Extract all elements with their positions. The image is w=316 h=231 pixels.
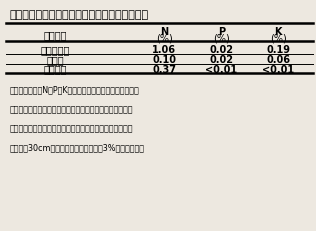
Text: 地下30cmまでの土壌の乾燥重量の3%を添加した。: 地下30cmまでの土壌の乾燥重量の3%を添加した。 xyxy=(9,142,144,151)
Text: K: K xyxy=(274,27,282,37)
Text: バガス炭: バガス炭 xyxy=(44,64,67,74)
Text: <0.01: <0.01 xyxy=(262,64,294,74)
Text: 消化液: 消化液 xyxy=(46,55,64,65)
Text: (%): (%) xyxy=(156,33,173,43)
Text: 0.19: 0.19 xyxy=(266,45,290,55)
Text: 0.06: 0.06 xyxy=(266,55,290,65)
Text: <0.01: <0.01 xyxy=(205,64,237,74)
Text: (%): (%) xyxy=(270,33,287,43)
Text: 注：各試験区のN、P、K三元素の量を統一した。消化液区: 注：各試験区のN、P、K三元素の量を統一した。消化液区 xyxy=(9,85,139,94)
Text: 0.10: 0.10 xyxy=(152,55,176,65)
Text: P: P xyxy=(218,27,225,37)
Text: 1.06: 1.06 xyxy=(152,45,176,55)
Text: 表１　有機性肥料とバガス炭の主要元素含有量: 表１ 有機性肥料とバガス炭の主要元素含有量 xyxy=(9,10,149,20)
Text: 0.37: 0.37 xyxy=(152,64,176,74)
Text: 植物性堆肥: 植物性堆肥 xyxy=(41,45,70,55)
Text: N: N xyxy=(160,27,168,37)
Text: 0.02: 0.02 xyxy=(209,45,233,55)
Text: 源は半分化学肥料、半分堆肥から取った。バガス炭は: 源は半分化学肥料、半分堆肥から取った。バガス炭は xyxy=(9,123,133,132)
Text: (%): (%) xyxy=(213,33,230,43)
Text: 肥料種類: 肥料種類 xyxy=(44,30,67,40)
Text: の窒素源はすべて消化液から、堆肥バランス区の窒素: の窒素源はすべて消化液から、堆肥バランス区の窒素 xyxy=(9,104,133,113)
Text: 0.02: 0.02 xyxy=(209,55,233,65)
